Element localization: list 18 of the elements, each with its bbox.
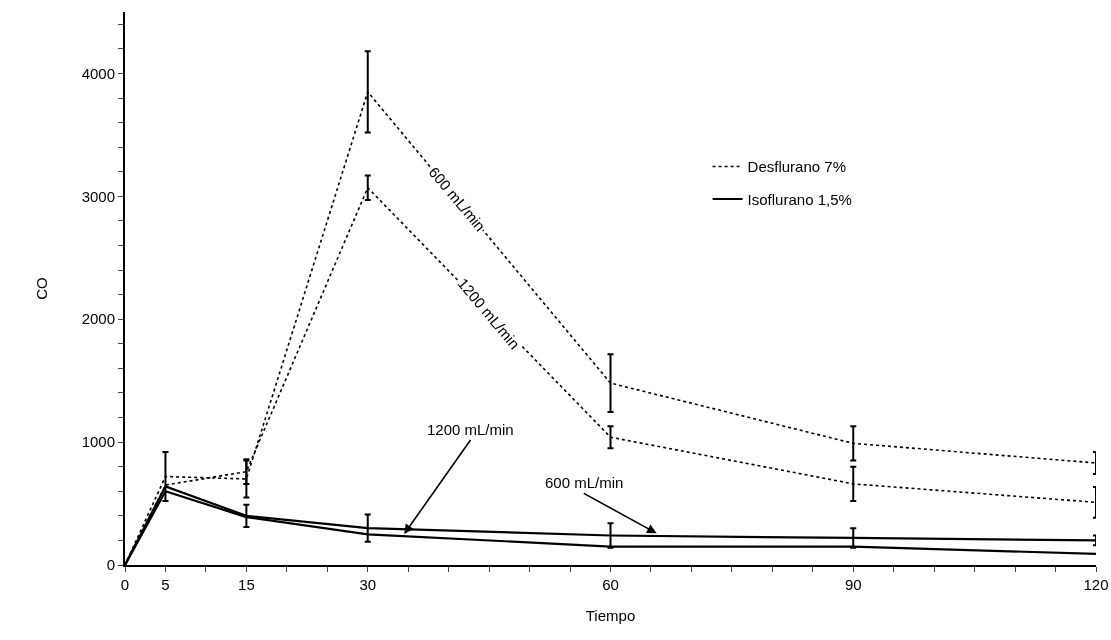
annotation: 1200 mL/min xyxy=(427,421,514,438)
x-tick-label: 120 xyxy=(1083,576,1109,593)
y-tick-label: 2000 xyxy=(81,310,115,328)
legend-label: Desflurano 7% xyxy=(747,158,846,176)
y-tick-label: 3000 xyxy=(81,187,115,205)
y-axis-title: CO xyxy=(33,277,51,300)
x-tick-label: 30 xyxy=(359,576,377,593)
x-tick-label: 0 xyxy=(120,576,130,593)
x-tick-label: 90 xyxy=(844,576,862,593)
y-tick-label: 1000 xyxy=(81,433,115,451)
y-tick-label: 0 xyxy=(106,556,115,574)
legend-label: Isoflurano 1,5% xyxy=(747,190,852,208)
x-tick-label: 15 xyxy=(238,576,255,593)
y-tick-label: 4000 xyxy=(81,64,115,82)
x-tick-label: 5 xyxy=(161,576,170,593)
annotation: 600 mL/min xyxy=(545,474,624,491)
x-tick-label: 60 xyxy=(602,576,619,593)
x-axis-title: Tiempo xyxy=(585,607,636,624)
